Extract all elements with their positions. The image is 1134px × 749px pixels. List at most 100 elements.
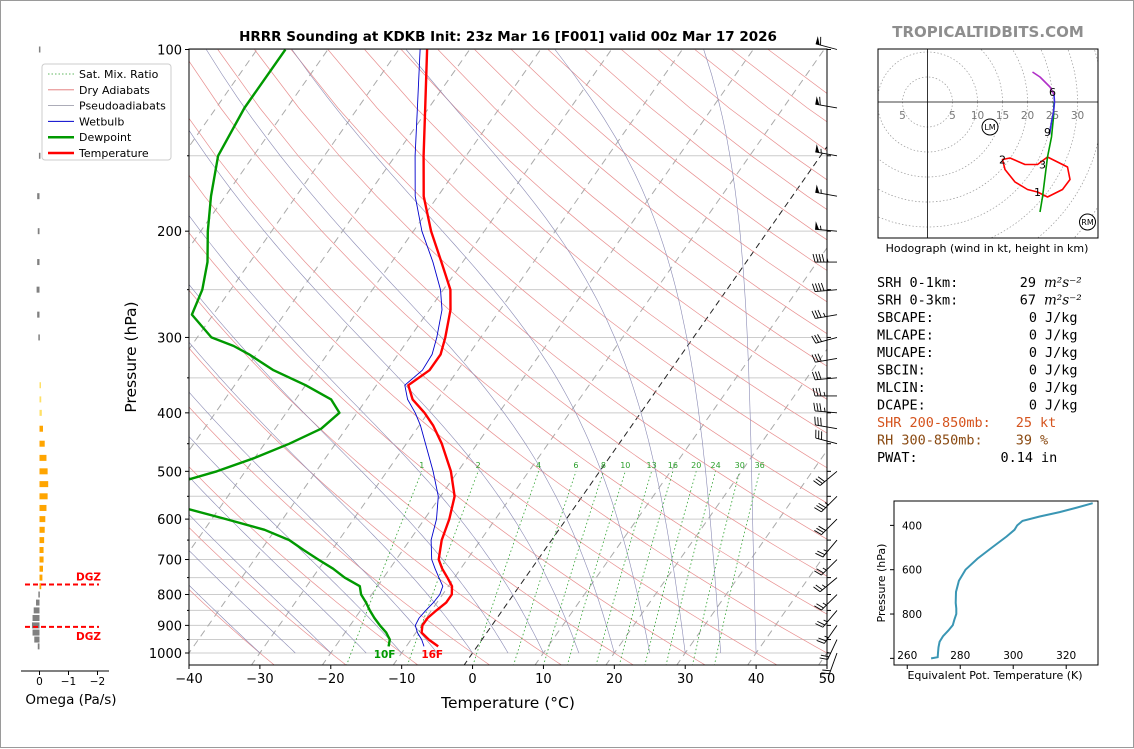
chart-title: HRRR Sounding at KDKB Init: 23z Mar 16 [… — [239, 29, 777, 45]
wind-barb-full — [815, 417, 816, 425]
omega-bar — [40, 426, 43, 432]
isotherm-line — [605, 50, 1036, 666]
mixing-ratio-label: 8 — [601, 461, 606, 470]
isotherm-line — [251, 50, 682, 666]
dry-adiabat-line — [255, 50, 1066, 666]
stat-unit: J/kg — [1045, 398, 1078, 414]
omega-bar — [33, 615, 40, 621]
omega-bar — [40, 505, 47, 511]
wind-barb-full — [822, 254, 824, 262]
wind-barb — [812, 371, 837, 379]
stat-unit: kt — [1040, 415, 1056, 431]
legend-label: Dewpoint — [79, 131, 132, 144]
stat-value: 0 — [1029, 380, 1037, 396]
theta-e-x-tick-label: 280 — [950, 650, 970, 662]
dgz-label: DGZ — [76, 631, 101, 643]
site-watermark: TROPICALTIDBITS.COM — [892, 23, 1084, 41]
y-tick-label: 300 — [157, 331, 182, 346]
wind-barb — [815, 540, 837, 557]
legend-label: Sat. Mix. Ratio — [79, 68, 159, 81]
wind-barb — [813, 388, 837, 396]
wind-barb-staff — [821, 519, 837, 535]
wind-barb-flag — [815, 185, 819, 194]
skewt-traces — [146, 50, 455, 647]
mixing-ratio-line — [346, 471, 422, 666]
stat-value: 0 — [1029, 363, 1037, 379]
storm-motion-label: RM — [1081, 218, 1094, 227]
dgz-label: DGZ — [76, 571, 101, 583]
wind-barb — [814, 519, 837, 535]
stat-label: SBCAPE: — [877, 310, 934, 326]
omega-bar — [33, 630, 40, 636]
wind-barb — [815, 610, 837, 627]
hodograph-ring-label: 20 — [1021, 110, 1034, 122]
wind-barb — [812, 283, 837, 292]
wind-barb — [816, 430, 837, 444]
omega-bar — [38, 592, 40, 598]
omega-bar — [40, 493, 48, 499]
omega-bar — [40, 441, 45, 447]
omega-tick-label: −1 — [61, 676, 76, 688]
dry-adiabat-line — [291, 50, 1134, 666]
stat-value: 0 — [1029, 328, 1037, 344]
omega-bar — [38, 643, 40, 649]
stat-value: 0.14 — [1000, 450, 1033, 466]
omega-bar — [40, 516, 46, 522]
x-tick-label: −10 — [388, 672, 415, 687]
wind-barb-staff — [823, 540, 837, 557]
omega-tick-label: 0 — [36, 676, 43, 688]
wind-barb-half — [825, 636, 829, 637]
dry-adiabat-line — [108, 50, 779, 666]
stat-value: 29 — [1020, 275, 1036, 291]
hodograph-caption: Hodograph (wind in kt, height in km) — [886, 242, 1089, 255]
hodograph-frame — [878, 49, 1098, 238]
wind-barb-staff — [815, 192, 837, 196]
wind-barb-flag — [816, 36, 820, 45]
wind-barb-half — [823, 568, 827, 570]
wind-barb-staff — [820, 471, 837, 485]
stat-label: RH 300-850mb: — [877, 433, 983, 449]
wind-barb-staff — [815, 152, 837, 156]
wind-barb-full — [822, 670, 830, 671]
wind-barb-full — [818, 310, 821, 318]
dry-adiabat-line — [328, 50, 1134, 666]
wind-barb-full — [817, 621, 824, 625]
omega-bar — [39, 47, 41, 53]
stat-label: MLCAPE: — [877, 328, 934, 344]
wind-barb — [813, 471, 837, 485]
y-tick-label: 100 — [157, 44, 182, 59]
stat-label: SHR 200-850mb: — [877, 415, 991, 431]
theta-e-x-tick-label: 260 — [897, 650, 917, 662]
mixing-ratio-line — [619, 471, 673, 666]
y-tick-label: 1000 — [149, 647, 182, 662]
x-tick-label: −30 — [246, 672, 273, 687]
stat-value: 39 — [1016, 433, 1032, 449]
omega-bar — [39, 153, 41, 159]
stat-unit: J/kg — [1045, 380, 1078, 396]
wind-barb-full — [817, 403, 818, 411]
dry-adiabat-line — [181, 50, 922, 666]
wind-barb — [812, 354, 837, 363]
x-tick-label: 40 — [748, 672, 765, 687]
moist-adiabat-line — [140, 50, 579, 654]
x-tick-label: 20 — [606, 672, 623, 687]
omega-bar — [40, 410, 42, 416]
stat-label: PWAT: — [877, 450, 918, 466]
wind-barb-full — [815, 553, 822, 557]
wind-barb — [813, 578, 837, 592]
wind-barb-flag — [815, 221, 819, 229]
moist-adiabat-line — [555, 50, 721, 654]
omega-bar — [40, 396, 42, 402]
wind-barb-staff — [815, 358, 837, 362]
y-tick-label: 800 — [157, 589, 182, 604]
wind-barb-full — [812, 284, 815, 292]
wind-barb-staff — [824, 625, 837, 643]
isotherm-line — [180, 50, 611, 666]
y-tick-label: 500 — [157, 465, 182, 480]
mixing-ratio-label: 36 — [755, 461, 765, 470]
wind-barb-staff — [816, 337, 837, 343]
mixing-ratio-label: 30 — [735, 461, 745, 470]
mixing-ratio-line — [567, 471, 625, 666]
